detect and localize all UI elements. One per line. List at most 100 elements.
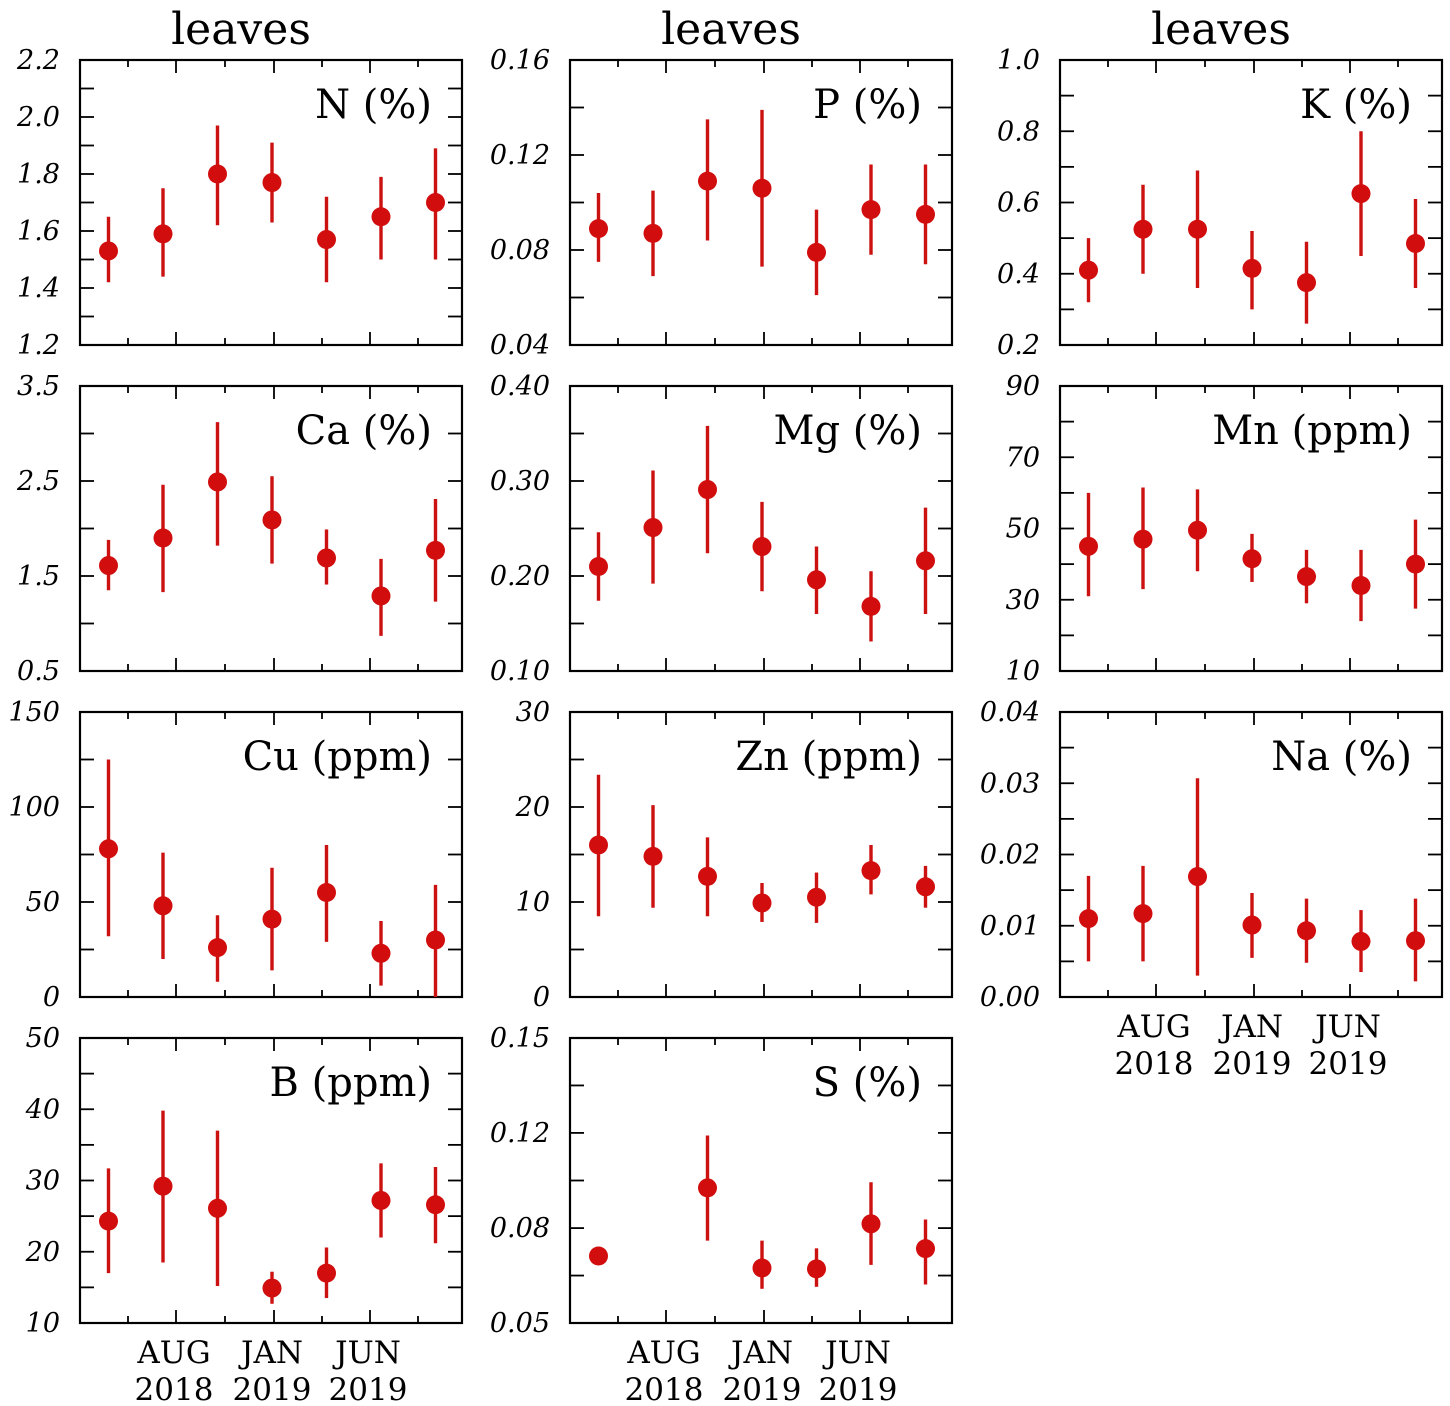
x-tick-label: AUG 2018: [625, 1335, 704, 1406]
y-tick-label: 0.01: [980, 911, 1040, 942]
y-tick-label: 30: [1006, 585, 1040, 616]
panel-title: K (%): [1300, 82, 1412, 128]
data-point: [589, 557, 608, 576]
data-point: [807, 242, 826, 262]
data-point: [1297, 921, 1316, 941]
data-point: [916, 204, 935, 224]
data-point: [698, 171, 717, 191]
data-point: [1188, 219, 1207, 239]
x-tick-label: AUG 2018: [1115, 1009, 1194, 1082]
data-point: [807, 570, 826, 590]
y-tick-label: 0.20: [490, 561, 550, 592]
y-tick-label: 0.10: [490, 656, 550, 687]
y-tick-label: 0.8: [997, 116, 1040, 147]
data-point: [752, 1258, 772, 1278]
data-point: [317, 883, 336, 902]
y-tick-label: 0.05: [490, 1308, 550, 1339]
data-point: [99, 839, 118, 859]
data-point: [1351, 931, 1371, 951]
data-point: [752, 893, 772, 913]
data-point: [1351, 184, 1371, 204]
data-point: [861, 596, 881, 616]
data-point: [426, 540, 445, 560]
y-tick-label: 30: [26, 1166, 60, 1197]
data-point: [643, 223, 663, 243]
panel-title: Na (%): [1271, 734, 1412, 780]
data-point: [371, 207, 391, 227]
y-tick-label: 0.00: [980, 982, 1040, 1013]
y-tick-label: 3.5: [17, 371, 60, 402]
data-point: [371, 943, 391, 963]
data-point: [426, 930, 445, 950]
data-point: [99, 1211, 118, 1231]
data-point: [426, 193, 445, 212]
data-point: [916, 1239, 935, 1259]
data-point: [1188, 867, 1207, 887]
y-tick-label: 0.6: [997, 188, 1040, 219]
panel-title: Zn (ppm): [735, 734, 922, 780]
data-point: [1133, 904, 1153, 924]
panel-title: Ca (%): [296, 408, 432, 454]
y-tick-label: 20: [515, 792, 550, 823]
panel-title: B (ppm): [270, 1060, 432, 1106]
x-tick-label: JAN 2019: [233, 1335, 312, 1406]
data-point: [262, 173, 282, 193]
x-tick-label: JAN 2019: [1213, 1009, 1292, 1082]
y-tick-label: 50: [1006, 514, 1040, 545]
data-point: [861, 200, 881, 220]
data-point: [752, 178, 772, 198]
column-titles: leaves leaves leaves: [171, 4, 1291, 55]
y-tick-label: 1.5: [17, 561, 60, 592]
data-point: [643, 518, 663, 538]
panel-mn: 10 30 50 70 90 Mn (ppm): [1006, 371, 1444, 687]
data-point: [153, 1176, 173, 1196]
y-tick-label: 1.8: [17, 159, 60, 190]
data-point: [807, 887, 826, 907]
y-tick-label: 50: [26, 887, 60, 918]
x-tick-label: JUN 2019: [819, 1335, 898, 1406]
x-tick-label: JUN 2019: [329, 1335, 408, 1406]
data-point: [589, 835, 608, 855]
data-point: [262, 909, 282, 929]
panel-title: S (%): [813, 1060, 922, 1106]
data-point: [698, 480, 717, 500]
data-point: [916, 551, 935, 571]
y-tick-label: 0.12: [490, 140, 550, 171]
panel-title: N (%): [315, 82, 432, 128]
panel-title: P (%): [813, 82, 922, 128]
data-point: [99, 241, 118, 261]
data-point: [153, 528, 173, 548]
data-point: [1297, 273, 1316, 293]
y-tick-label: 0.04: [980, 697, 1040, 728]
y-tick-label: 70: [1006, 442, 1040, 473]
y-tick-label: 30: [516, 697, 550, 728]
panel-mg: 0.10 0.20 0.30 0.40 Mg (%): [490, 371, 954, 687]
data-point: [153, 896, 173, 916]
y-tick-label: 100: [8, 792, 60, 823]
panel-zn: 0 10 20 30 Zn (ppm): [515, 697, 954, 1013]
data-point: [1406, 554, 1425, 574]
data-point: [1297, 567, 1316, 587]
data-point: [698, 866, 717, 886]
data-point: [1133, 219, 1153, 239]
y-tick-label: 150: [8, 697, 60, 728]
data-point: [153, 224, 173, 244]
y-tick-label: 0.16: [490, 45, 550, 76]
y-tick-label: 0.5: [17, 656, 60, 687]
y-tick-label: 0: [43, 982, 60, 1013]
data-point: [1351, 576, 1371, 595]
y-tick-label: 40: [25, 1094, 60, 1125]
y-tick-label: 0.08: [490, 1213, 550, 1244]
y-tick-label: 0.08: [490, 235, 550, 266]
data-point: [861, 1214, 881, 1234]
y-tick-label: 0.04: [490, 330, 550, 361]
y-tick-label: 0: [533, 982, 550, 1013]
y-tick-label: 0.2: [997, 330, 1040, 361]
data-point: [208, 938, 227, 958]
panel-p: 0.04 0.08 0.12 0.16 P (%): [490, 45, 954, 361]
y-tick-label: 0.03: [980, 768, 1040, 799]
data-point: [208, 164, 227, 184]
data-point: [317, 548, 336, 568]
